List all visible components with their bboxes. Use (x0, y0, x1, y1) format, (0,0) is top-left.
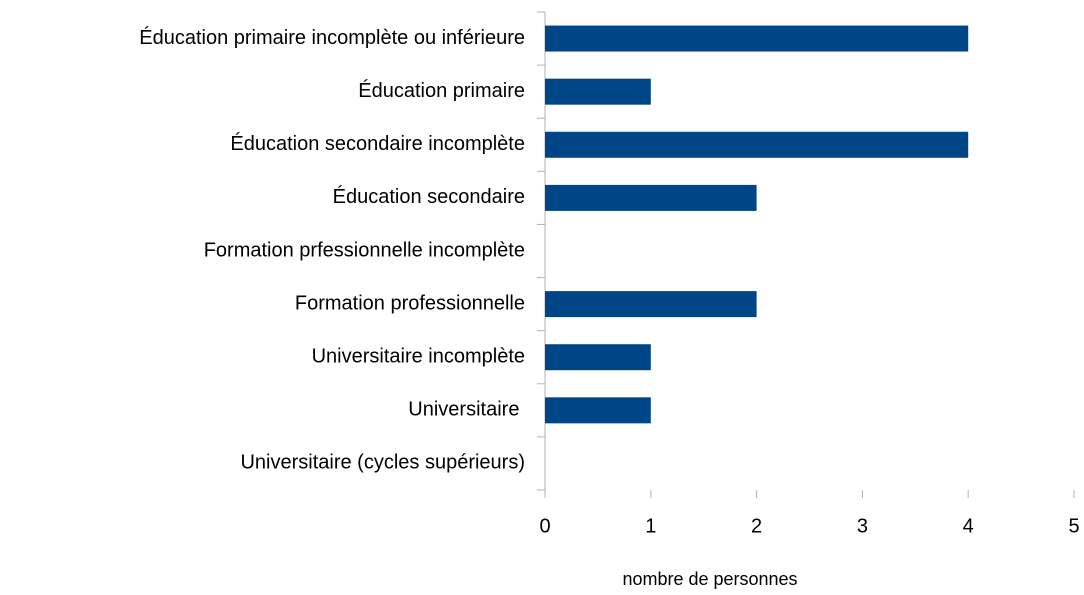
y-tick-label: Universitaire incomplète (312, 346, 525, 368)
x-tick-label: 4 (963, 515, 974, 537)
bar (545, 25, 969, 52)
y-tick-label: Universitaire (cycles supérieurs) (240, 452, 525, 474)
bar (545, 184, 757, 211)
x-tick-label: 2 (751, 515, 762, 537)
y-tick-label: Éducation primaire (358, 79, 525, 102)
x-tick-label: 1 (645, 515, 656, 537)
bar (545, 78, 651, 105)
y-tick-label: Formation professionnelle (295, 292, 525, 314)
bar (545, 344, 651, 371)
y-tick-label: Éducation secondaire (333, 185, 525, 208)
y-tick-label: Éducation secondaire incomplète (230, 132, 525, 155)
x-tick-label: 0 (539, 515, 550, 537)
bar (545, 131, 969, 158)
x-tick-label: 3 (857, 515, 868, 537)
y-tick-label: Éducation primaire incomplète ou inférie… (139, 26, 525, 49)
y-tick-label: Formation prfessionnelle incomplète (204, 239, 525, 261)
bar (545, 291, 757, 318)
x-tick-label: 5 (1068, 515, 1079, 537)
y-tick-label: Universitaire (408, 399, 525, 421)
bar (545, 397, 651, 424)
x-axis-title: nombre de personnes (622, 569, 797, 589)
